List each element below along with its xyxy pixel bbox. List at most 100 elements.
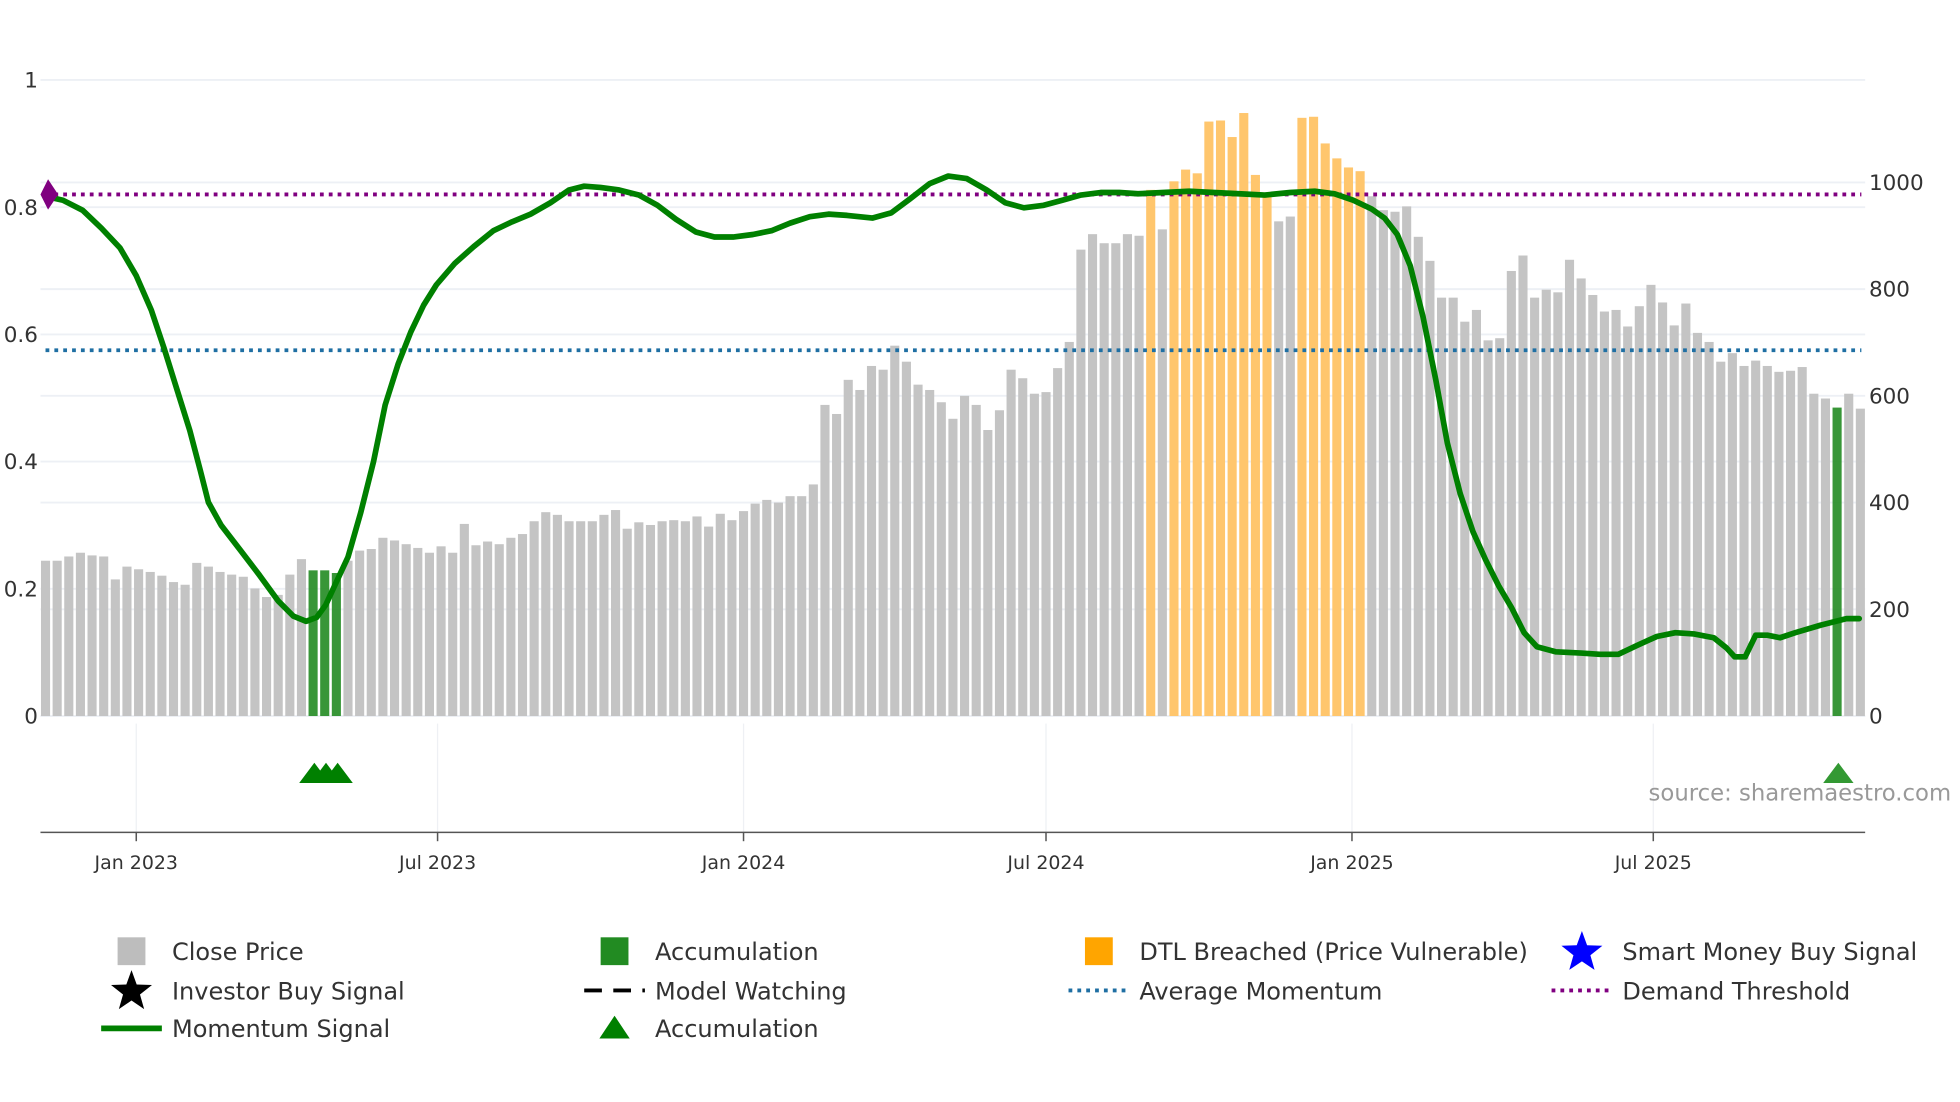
close-price-bar (1634, 306, 1644, 717)
close-price-bar (1541, 289, 1551, 717)
close-price-bar (1774, 371, 1784, 717)
close-price-bar (599, 514, 609, 717)
legend-item: Accumulation (600, 937, 819, 966)
close-price-bar (192, 562, 202, 717)
close-price-bar (645, 524, 656, 717)
left-axis-tick-label: 0 (24, 705, 38, 730)
legend-label: Close Price (172, 938, 304, 966)
close-price-bar (494, 544, 504, 717)
dtl-breached-bar (1250, 174, 1260, 717)
close-price-bar (366, 548, 376, 717)
close-price-bar (215, 571, 225, 717)
close-price-bar (52, 560, 62, 717)
close-price-bar (517, 534, 528, 717)
left-axis-tick-label: 0.2 (4, 577, 38, 602)
legend-item: Demand Threshold (1551, 977, 1850, 1005)
close-price-bar (680, 521, 690, 717)
close-price-bar (797, 496, 807, 717)
close-price-bar (134, 569, 144, 717)
legend: Close Price Accumulation DTL Breached (Pri… (101, 930, 1917, 1043)
accumulation-bar (320, 570, 330, 717)
close-price-bar (203, 566, 213, 717)
close-price-bar (343, 560, 353, 717)
close-price-bar (436, 546, 446, 717)
close-price-bar (1518, 255, 1528, 717)
close-price-bar (75, 552, 85, 717)
close-price-bar (1599, 311, 1609, 717)
close-price-bar (611, 510, 621, 717)
close-price-bar (1844, 393, 1854, 717)
legend-label: Average Momentum (1139, 977, 1382, 1005)
close-price-bar (1425, 260, 1435, 717)
close-price-bar (657, 521, 667, 717)
close-price-bar (1809, 393, 1819, 717)
dtl-breached-bar (1309, 116, 1319, 717)
close-price-bar (1436, 297, 1447, 717)
close-price-bar (552, 514, 562, 717)
close-price-bar (541, 512, 551, 717)
close-price-bar (1564, 259, 1575, 717)
close-price-bar (750, 503, 760, 717)
close-price-bar (1646, 284, 1656, 717)
legend-item: Model Watching (584, 977, 847, 1005)
dtl-breached-bar (1320, 143, 1330, 717)
close-price-bar (122, 566, 132, 717)
close-price-bar (785, 496, 795, 717)
close-price-bar (1402, 206, 1412, 717)
accumulation-triangle-legend-icon (599, 1015, 630, 1039)
close-price-bar (832, 413, 842, 717)
close-price-bar (866, 365, 877, 717)
close-price-bar (1367, 196, 1377, 717)
close-price-bar (634, 522, 644, 717)
close-price-bar (1762, 365, 1772, 717)
close-price-bar (704, 526, 714, 717)
close-price-bar (1053, 368, 1063, 717)
right-axis-tick-label: 1000 (1869, 171, 1924, 196)
close-price-bar (1413, 236, 1423, 717)
axes: 0 0.2 0.4 0.6 0.8 1 0 200 400 600 800 1000 Jan 2023 J… (4, 69, 1924, 874)
legend-item: Average Momentum (1068, 977, 1382, 1005)
close-price-bar (727, 520, 737, 717)
legend-item: Close Price (117, 937, 304, 966)
close-price-bar (1506, 270, 1516, 717)
close-price-bar (168, 582, 179, 717)
right-axis-tick-label: 400 (1869, 491, 1910, 516)
dtl-breached-price-vulnerable-square-icon (1084, 937, 1113, 966)
close-price-bar (355, 550, 365, 717)
close-price-bar (157, 575, 167, 717)
dtl-breached-bar (1332, 158, 1342, 717)
dtl-breached-bar (1343, 167, 1354, 717)
close-price-bar (1460, 321, 1470, 717)
close-price-bar (913, 384, 923, 717)
dtl-breached-bar (1227, 137, 1237, 717)
dtl-breached-bar (1169, 181, 1179, 717)
close-price-bar (1681, 303, 1691, 717)
close-price-bar (948, 418, 958, 717)
close-price-bar (1029, 393, 1039, 717)
close-price-bar (1576, 278, 1586, 717)
dtl-breached-bar (1297, 117, 1307, 717)
right-axis-tick-label: 800 (1869, 278, 1910, 303)
close-price-bar (808, 484, 818, 717)
left-axis-tick-label: 0.8 (4, 196, 38, 221)
legend-item: Investor Buy Signal (111, 970, 405, 1010)
close-price-bars (40, 113, 1865, 717)
close-price-bar (1553, 292, 1563, 717)
legend-item: Accumulation (599, 1015, 819, 1043)
close-price-bar (238, 576, 248, 717)
close-price-bar (878, 369, 888, 717)
close-price-bar (227, 574, 237, 717)
legend-label: Smart Money Buy Signal (1622, 938, 1917, 966)
legend-label: Demand Threshold (1622, 977, 1850, 1005)
dtl-breached-bar (1192, 173, 1202, 717)
close-price-bar (40, 560, 51, 717)
close-price-bar (1006, 369, 1016, 717)
x-axis-tick-label: Jul 2024 (1006, 852, 1084, 874)
close-price-bar (1692, 332, 1703, 717)
close-price-bar (1658, 302, 1668, 717)
close-price-bar (1099, 243, 1109, 717)
close-price-bar (692, 516, 702, 717)
close-price-bar (1786, 370, 1796, 717)
close-price-bar (424, 552, 434, 717)
